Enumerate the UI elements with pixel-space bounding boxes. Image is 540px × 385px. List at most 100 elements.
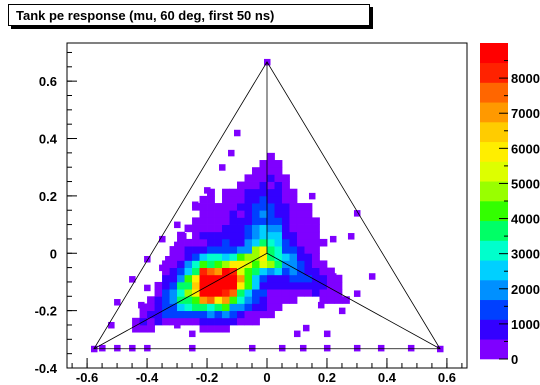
y-axis: -0.4 -0.2 0 0.2 0.4 0.6 xyxy=(35,51,77,376)
heatmap-cell xyxy=(162,317,170,326)
heatmap-cell xyxy=(207,274,215,283)
heatmap-cell xyxy=(281,289,290,297)
heatmap-cell xyxy=(267,167,275,175)
heatmap-cell xyxy=(281,238,290,247)
heatmap-cell xyxy=(304,217,313,225)
heatmap-cell xyxy=(207,310,215,319)
heatmap-cell xyxy=(252,246,260,254)
heatmap-cell xyxy=(214,281,223,290)
heatmap-cell xyxy=(252,303,260,312)
heatmap-cell xyxy=(177,310,185,319)
heatmap-cell xyxy=(304,231,313,240)
heatmap-cell xyxy=(192,224,200,233)
heatmap-cell xyxy=(274,296,283,304)
heatmap-cell xyxy=(353,290,361,297)
heatmap-cell xyxy=(222,246,230,254)
heatmap-cell xyxy=(169,296,178,304)
heatmap-cell xyxy=(214,231,223,240)
heatmap-cell xyxy=(319,260,328,268)
heatmap-cell xyxy=(222,324,230,333)
heatmap-cell xyxy=(222,203,230,211)
heatmap-cell xyxy=(274,217,283,225)
heatmap-cell xyxy=(189,330,196,338)
heatmap-cell xyxy=(214,289,223,297)
heatmap-cell xyxy=(311,246,320,254)
heatmap-cell xyxy=(244,246,253,254)
heatmap-cell xyxy=(274,253,283,261)
heatmap-cell xyxy=(304,210,313,218)
heatmap-cell xyxy=(237,224,245,233)
heatmap-cell xyxy=(296,260,305,268)
heatmap-cell xyxy=(317,301,325,309)
heatmap-cell xyxy=(267,203,275,211)
heatmap-cell xyxy=(274,174,283,182)
heatmap-cell xyxy=(162,274,170,283)
heatmap-cell xyxy=(229,224,238,233)
heatmap-cell xyxy=(162,260,170,268)
heatmap-cell xyxy=(267,181,275,190)
heatmap-cell xyxy=(259,296,268,304)
heatmap-cell xyxy=(274,210,283,218)
heatmap-cell xyxy=(252,217,260,225)
heatmap-cell xyxy=(129,344,136,352)
heatmap-cell xyxy=(274,181,283,190)
heatmap-cell xyxy=(207,210,215,218)
heatmap-cell xyxy=(147,324,155,333)
heatmap-cell xyxy=(252,238,260,247)
heatmap-cell xyxy=(274,188,283,197)
heatmap-cell xyxy=(214,203,223,211)
heatmap-cell xyxy=(192,296,200,304)
heatmap-cell xyxy=(304,274,313,283)
heatmap-cell xyxy=(177,267,185,276)
heatmap-cell xyxy=(207,217,215,225)
heatmap-cell xyxy=(319,296,328,304)
color-scale-label: 2000 xyxy=(511,282,540,297)
heatmap-cell xyxy=(214,210,223,218)
heatmap-cell xyxy=(289,188,298,197)
heatmap-cell xyxy=(237,289,245,297)
heatmap-cell xyxy=(177,289,185,297)
heatmap-cell xyxy=(177,253,185,261)
heatmap-cell xyxy=(237,267,245,276)
heatmap-cell xyxy=(296,289,305,297)
heatmap-cell xyxy=(281,188,290,197)
heatmap-cell xyxy=(169,246,178,254)
heatmap-cell xyxy=(267,303,275,312)
heatmap-cell xyxy=(229,310,238,319)
heatmap-cell xyxy=(204,187,211,194)
heatmap-cell xyxy=(184,310,193,319)
heatmap-cell xyxy=(281,246,290,254)
heatmap-cell xyxy=(139,310,148,319)
heatmap-cell xyxy=(259,231,268,240)
heatmap-cell xyxy=(237,296,245,304)
heatmap-cell xyxy=(289,274,298,283)
heatmap-cell xyxy=(252,224,260,233)
x-axis: -0.6 -0.4 -0.2 0 0.2 0.4 0.6 xyxy=(71,358,463,385)
heatmap-cell xyxy=(114,344,121,352)
heatmap-cell xyxy=(192,253,200,261)
heatmap-cell xyxy=(99,344,106,352)
heatmap-cell xyxy=(311,260,320,268)
heatmap-cell xyxy=(132,317,140,326)
heatmap-cell xyxy=(289,281,298,290)
heatmap-cell xyxy=(252,253,260,261)
heatmap-cell xyxy=(311,224,320,233)
heatmap-cell xyxy=(237,260,245,268)
heatmap-cell xyxy=(244,188,253,197)
heatmap-cell xyxy=(267,210,275,218)
heatmap-cell xyxy=(311,281,320,290)
heatmap-cell xyxy=(207,267,215,276)
color-scale-segment xyxy=(480,339,508,360)
heatmap-cell xyxy=(267,274,275,283)
y-tick-label: 0.2 xyxy=(39,189,57,204)
heatmap-cell xyxy=(274,289,283,297)
heatmap-cell xyxy=(274,238,283,247)
heatmap-cell xyxy=(252,181,260,190)
heatmap-cell xyxy=(353,344,361,352)
y-tick-label: 0.4 xyxy=(39,132,58,147)
heatmap-cell xyxy=(169,317,178,326)
color-scale-segment xyxy=(480,181,508,202)
heatmap-cell xyxy=(377,344,385,352)
heatmap-cell xyxy=(229,317,238,326)
heatmap-cell xyxy=(299,344,307,352)
